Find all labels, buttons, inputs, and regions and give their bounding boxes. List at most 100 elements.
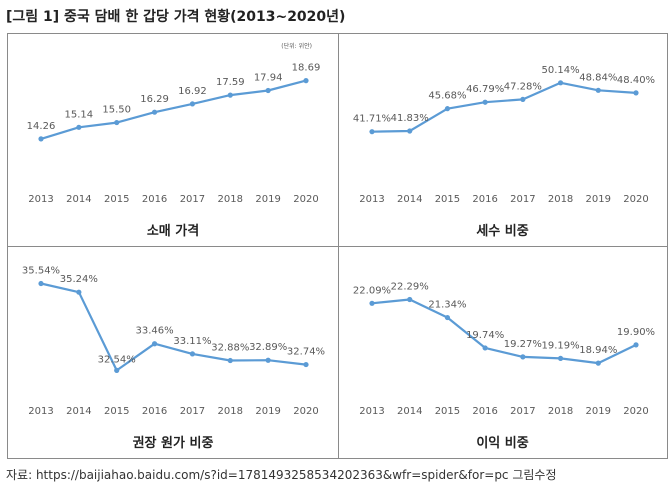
x-tick-label: 2014 [397, 406, 422, 417]
x-tick-label: 2020 [623, 194, 648, 205]
panel-tax-share: 2013 2014 2015 2016 2017 2018 2019 2020 41.71% 41… [338, 34, 667, 247]
tax-share-chart: 2013 2014 2015 2016 2017 2018 2019 2020 41.71% 41… [353, 65, 655, 205]
x-tick-label: 2018 [218, 194, 243, 205]
data-point [520, 96, 526, 102]
x-tick-label: 2019 [255, 194, 280, 205]
data-point [151, 109, 158, 115]
data-label: 14.26 [27, 121, 56, 132]
data-point [38, 136, 44, 142]
series-line [371, 81, 637, 133]
data-point [520, 354, 526, 360]
data-point [227, 357, 233, 364]
data-point [369, 129, 375, 135]
cost-share-label: 권장 원가 비중 [132, 436, 214, 451]
data-label: 15.14 [65, 109, 94, 120]
data-point [482, 345, 488, 351]
data-point [38, 280, 44, 287]
x-tick-label: 2013 [28, 406, 53, 417]
x-tick-label: 2014 [397, 194, 422, 205]
chart-grid: 2013 2014 2015 2016 2017 2018 2019 2020 14.26 15.… [7, 33, 668, 459]
x-tick-label: 2018 [548, 194, 573, 205]
retail-price-label: 소매 가격 [146, 224, 200, 239]
data-label: 32.54% [98, 354, 136, 365]
data-label: 45.68% [428, 91, 466, 102]
x-tick-label: 2016 [472, 406, 497, 417]
panel-cost-share: 2013 2014 2015 2016 2017 2018 2019 2020 35.54% 35… [8, 246, 339, 458]
data-label: 21.34% [428, 300, 466, 311]
data-label: 32.88% [211, 343, 249, 354]
data-point [595, 87, 601, 93]
data-label: 22.29% [391, 281, 429, 292]
data-label: 15.50 [102, 105, 131, 116]
data-point [407, 128, 413, 134]
cost-share-chart: 2013 2014 2015 2016 2017 2018 2019 2020 35.54%35… [22, 266, 325, 417]
series-line [371, 298, 637, 365]
x-tick-label: 2014 [66, 406, 91, 417]
data-point [444, 314, 451, 321]
x-tick-label: 2015 [435, 406, 460, 417]
data-label: 47.28% [504, 81, 542, 92]
data-label: 41.71% [353, 114, 391, 125]
data-point [265, 357, 271, 363]
data-point [227, 92, 233, 98]
data-point [369, 300, 375, 306]
series-line [40, 282, 307, 372]
retail-price-chart: 2013 2014 2015 2016 2017 2018 2019 2020 14.26 15.… [27, 42, 321, 205]
data-label: 19.19% [542, 340, 580, 351]
x-tick-label: 2017 [510, 406, 535, 417]
panel-profit-share: 2013 2014 2015 2016 2017 2018 2019 2020 22.09% 22… [338, 246, 667, 458]
data-label: 18.94% [579, 345, 617, 356]
figure-title: [그림 1] 중국 담배 한 갑당 가격 현황(2013~2020년) [6, 9, 346, 25]
data-point [265, 87, 271, 94]
profit-share-label: 이익 비중 [476, 436, 529, 451]
data-point [444, 106, 451, 112]
data-label: 33.11% [173, 336, 211, 347]
data-label: 17.94 [254, 73, 283, 84]
x-tick-label: 2019 [586, 194, 611, 205]
data-label: 33.46% [136, 326, 174, 337]
data-label: 50.14% [542, 65, 580, 76]
x-tick-label: 2019 [586, 406, 611, 417]
x-tick-label: 2020 [293, 406, 318, 417]
data-label: 19.74% [466, 330, 504, 341]
data-label: 32.74% [287, 347, 325, 358]
data-point [557, 80, 564, 86]
data-point [189, 101, 196, 107]
data-label: 18.69 [292, 63, 321, 74]
x-tick-label: 2013 [28, 194, 53, 205]
data-label: 46.79% [466, 84, 504, 95]
data-label: 16.29 [140, 94, 169, 105]
data-label: 22.09% [353, 285, 391, 296]
data-point [76, 289, 82, 295]
x-tick-label: 2013 [359, 406, 384, 417]
x-tick-label: 2016 [142, 406, 167, 417]
data-point [595, 360, 601, 366]
data-point [189, 351, 196, 357]
x-tick-label: 2016 [142, 194, 167, 205]
x-tick-label: 2017 [510, 194, 535, 205]
panel-retail-price: 2013 2014 2015 2016 2017 2018 2019 2020 14.26 15.… [8, 34, 339, 247]
data-point [303, 361, 309, 368]
data-label: 16.92 [178, 86, 207, 97]
data-label: 17.59 [216, 77, 245, 88]
data-point [557, 355, 564, 361]
data-point [633, 342, 639, 348]
data-label: 35.24% [60, 274, 98, 285]
data-point [114, 119, 120, 126]
data-label: 19.90% [617, 327, 655, 338]
x-tick-label: 2020 [293, 194, 318, 205]
x-tick-label: 2020 [623, 406, 648, 417]
data-label: 19.27% [504, 339, 542, 350]
x-tick-label: 2018 [218, 406, 243, 417]
series-line [40, 79, 307, 140]
x-tick-label: 2015 [104, 406, 129, 417]
data-label: 48.40% [617, 75, 655, 86]
profit-share-chart: 2013 2014 2015 2016 2017 2018 2019 2020 22.09% 22… [353, 281, 655, 417]
data-point [114, 367, 120, 373]
data-label: 48.84% [579, 72, 617, 83]
x-tick-label: 2017 [180, 194, 205, 205]
data-point [482, 99, 488, 105]
data-label: 32.89% [249, 342, 287, 353]
data-point [407, 296, 413, 303]
data-point [303, 78, 309, 84]
